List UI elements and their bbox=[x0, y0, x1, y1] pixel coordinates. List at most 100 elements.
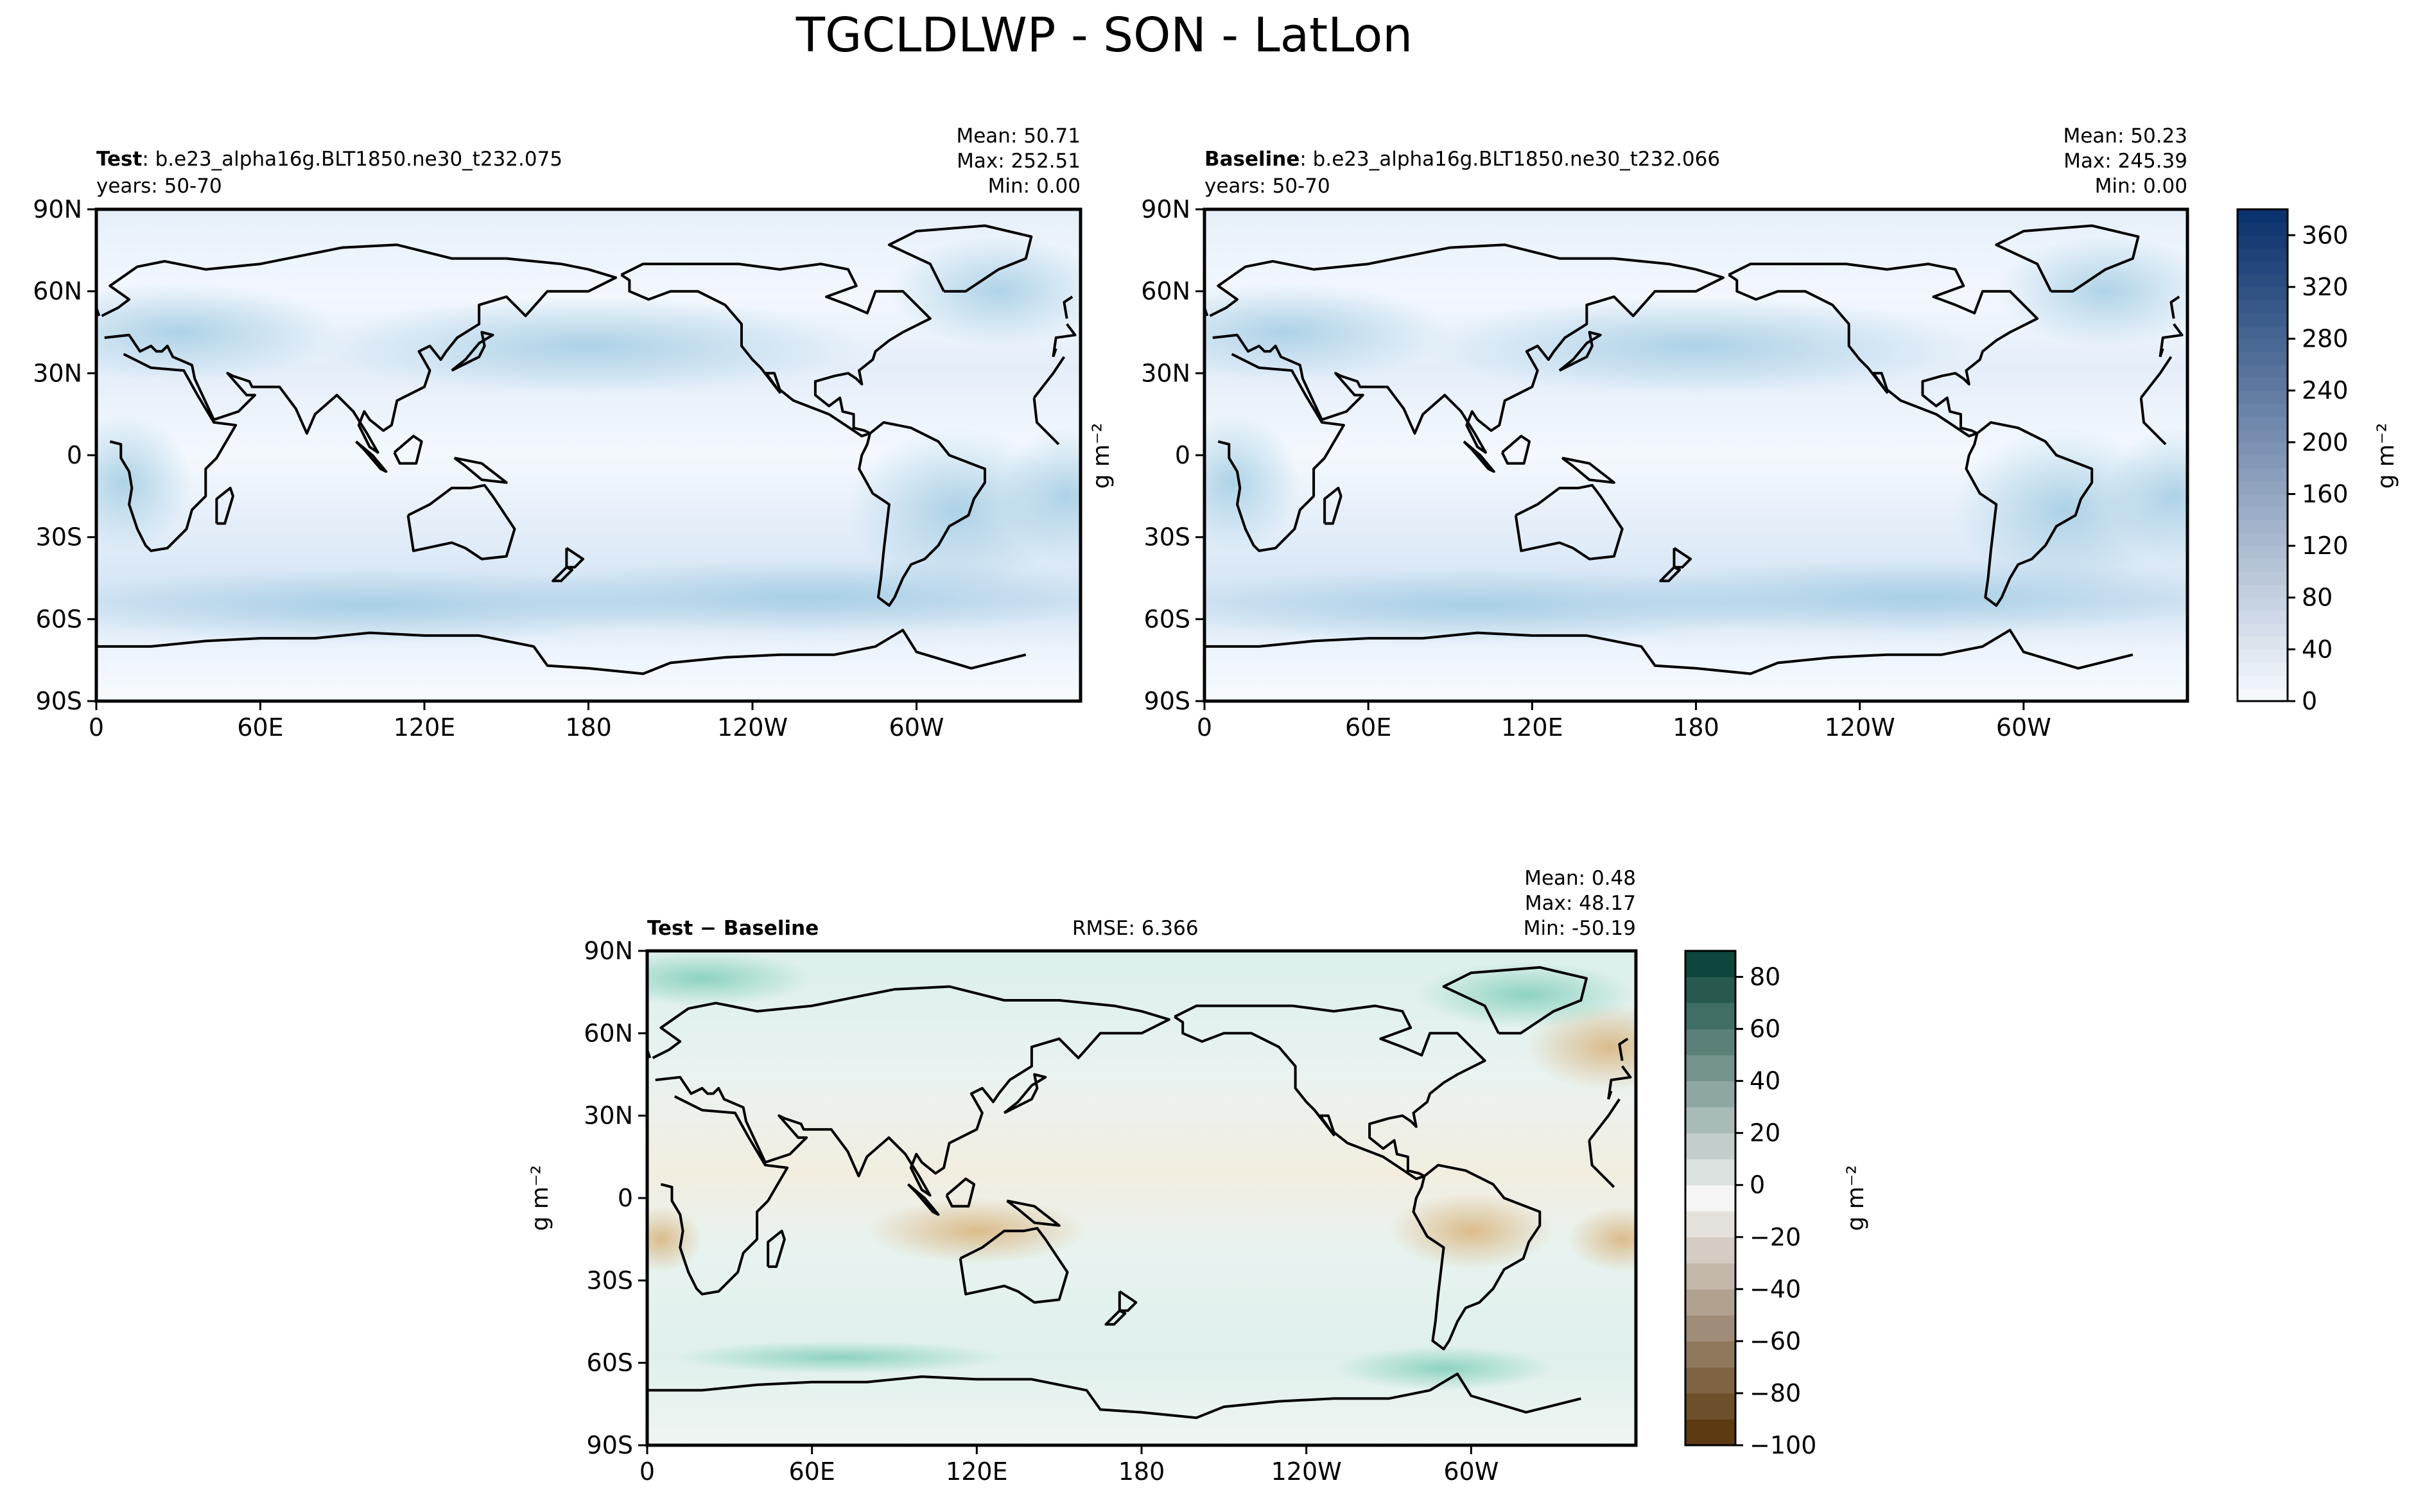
diff-coastline bbox=[1588, 1140, 1615, 1188]
diff-field-anomaly bbox=[1334, 1346, 1554, 1391]
main-colorbar-segment bbox=[2238, 416, 2288, 430]
main-colorbar-segment bbox=[2238, 313, 2288, 326]
diff-coastline bbox=[1104, 1309, 1127, 1326]
diff-coastline bbox=[767, 1230, 786, 1268]
test-coastline bbox=[215, 487, 234, 525]
diff-coastline bbox=[1442, 966, 1588, 1035]
baseline-xtick-label: 180 bbox=[1673, 713, 1719, 742]
diff-max: Max: 48.17 bbox=[1525, 892, 1636, 915]
test-xtick-label: 120W bbox=[717, 713, 788, 742]
test-coastline bbox=[858, 421, 986, 607]
baseline-ytick-label: 0 bbox=[1175, 441, 1190, 469]
main-colorbar-tick-label: 360 bbox=[2302, 221, 2349, 249]
main-colorbar-tick-label: 80 bbox=[2302, 584, 2333, 612]
diff-colorbar-segment bbox=[1685, 1159, 1735, 1186]
diff-coastline bbox=[1003, 1073, 1047, 1115]
diff-colorbar-tick-label: −60 bbox=[1750, 1327, 1801, 1355]
baseline-xtick-label: 0 bbox=[1197, 713, 1212, 742]
test-coastline bbox=[109, 352, 238, 552]
test-ytick-label: 90S bbox=[36, 687, 82, 715]
baseline-coastline bbox=[2159, 323, 2184, 358]
test-coastline bbox=[1052, 323, 1077, 358]
test-field-anomaly bbox=[96, 282, 343, 382]
diff-colorbar: −100 −80 −60 −40 −20 0 20 40 60 80 bbox=[1684, 950, 1816, 1459]
test-coastline bbox=[1063, 295, 1073, 319]
test-field-anomaly bbox=[479, 559, 1081, 636]
baseline-coastline bbox=[1659, 566, 1681, 582]
test-ytick-label: 90N bbox=[33, 195, 82, 223]
test-coastline bbox=[451, 331, 494, 372]
diff-coastline bbox=[945, 1177, 976, 1208]
baseline-coastline bbox=[1209, 243, 1725, 454]
diff-colorbar-tick-label: 60 bbox=[1750, 1015, 1780, 1043]
baseline-coastline bbox=[1500, 435, 1531, 465]
main-colorbar-segment bbox=[2238, 338, 2288, 352]
diff-field-anomaly bbox=[647, 951, 812, 1006]
diff-colorbar-tick-label: −100 bbox=[1750, 1431, 1816, 1459]
baseline-label-rest: : b.e23_alpha16g.BLT1850.ne30_t232.066 bbox=[1299, 148, 1720, 171]
diff-colorbar-segment bbox=[1685, 951, 1735, 978]
main-colorbar-segment bbox=[2238, 571, 2288, 586]
main-colorbar-segment bbox=[2238, 274, 2288, 288]
baseline-field-anomaly bbox=[1996, 236, 2187, 346]
diff-field-anomaly bbox=[867, 1198, 1087, 1264]
main-colorbar-segment bbox=[2238, 519, 2288, 534]
main-colorbar-segment bbox=[2238, 688, 2288, 702]
main-colorbar-segment bbox=[2238, 261, 2288, 275]
test-coastline bbox=[101, 243, 618, 454]
diff-colorbar-segment bbox=[1685, 1029, 1735, 1056]
diff-colorbar-segment bbox=[1685, 1133, 1735, 1160]
test-xtick-label: 180 bbox=[565, 713, 612, 742]
main-colorbar-segment bbox=[2238, 662, 2288, 676]
main-colorbar-segment bbox=[2238, 559, 2288, 572]
main-colorbar-segment bbox=[2238, 300, 2288, 313]
test-ytick-label: 0 bbox=[67, 441, 82, 469]
baseline-coastline bbox=[1514, 483, 1624, 560]
diff-colorbar-tick-label: −80 bbox=[1750, 1379, 1801, 1407]
main-colorbar-segment bbox=[2238, 442, 2288, 456]
baseline-xtick-label: 60E bbox=[1345, 713, 1391, 742]
main-colorbar-segment bbox=[2238, 623, 2288, 637]
baseline-field-anomaly bbox=[1586, 559, 2187, 636]
diff-colorbar-segment bbox=[1685, 1315, 1735, 1342]
main-colorbar-tick-label: 160 bbox=[2302, 480, 2349, 508]
main-colorbar-segment bbox=[2238, 209, 2288, 223]
main-colorbar-segment bbox=[2238, 390, 2288, 404]
test-xtick-label: 0 bbox=[89, 713, 104, 742]
diff-xtick-label: 60E bbox=[788, 1457, 835, 1486]
main-colorbar-label: g m⁻² bbox=[2373, 423, 2399, 489]
test-field-anomaly bbox=[315, 297, 862, 395]
diff-coastline bbox=[1412, 1163, 1542, 1351]
main-colorbar-segment bbox=[2238, 532, 2288, 546]
baseline-xtick-label: 60W bbox=[1996, 713, 2051, 742]
diff-mean: Mean: 0.48 bbox=[1524, 867, 1636, 890]
main-colorbar-segment bbox=[2238, 351, 2288, 365]
test-coastline bbox=[565, 547, 584, 569]
baseline-map: 0 60E 120E 180 120W 60W 90N 60N 30N 0 30S 60S 90S bbox=[1141, 195, 2189, 742]
test-coastline bbox=[1032, 397, 1060, 446]
diff-min: Min: -50.19 bbox=[1524, 917, 1636, 940]
main-colorbar-segment bbox=[2238, 248, 2288, 262]
baseline-label: Baseline: b.e23_alpha16g.BLT1850.ne30_t2… bbox=[1204, 148, 1720, 171]
baseline-coastline bbox=[1217, 352, 1345, 552]
baseline-ytick-label: 60S bbox=[1144, 605, 1190, 633]
diff-colorbar-frame bbox=[1684, 950, 1737, 1447]
test-field-anomaly bbox=[998, 428, 1081, 565]
main-colorbar-segment bbox=[2238, 597, 2288, 611]
test-max: Max: 252.51 bbox=[957, 150, 1081, 173]
diff-xtick-label: 180 bbox=[1118, 1457, 1165, 1486]
diff-colorbar-tick-label: 20 bbox=[1750, 1119, 1780, 1147]
test-min: Min: 0.00 bbox=[988, 175, 1081, 198]
baseline-coastline bbox=[1558, 331, 1602, 372]
diff-xtick-label: 120W bbox=[1271, 1457, 1342, 1486]
main-colorbar-tick-label: 200 bbox=[2302, 428, 2349, 456]
diff-label: Test − Baseline bbox=[647, 917, 819, 940]
baseline-min: Min: 0.00 bbox=[2095, 175, 2187, 198]
diff-coastline bbox=[1607, 1065, 1632, 1100]
diff-colorbar-tick-label: 40 bbox=[1750, 1067, 1780, 1095]
diff-coastline bbox=[1006, 1199, 1061, 1227]
test-coastline bbox=[1052, 348, 1057, 358]
test-coastline bbox=[552, 566, 573, 582]
baseline-mean: Mean: 50.23 bbox=[2063, 125, 2187, 148]
baseline-ytick-label: 90S bbox=[1144, 687, 1190, 715]
